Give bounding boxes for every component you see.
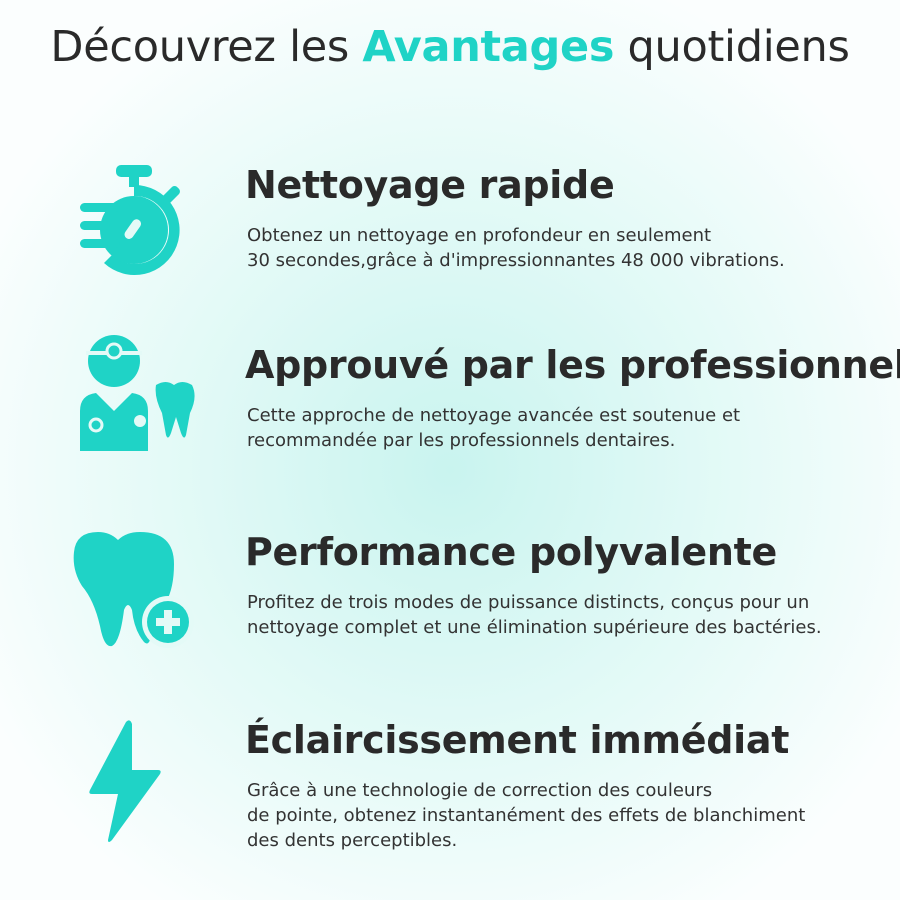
feature-description: Cette approche de nettoyage avancée est … — [247, 403, 740, 453]
title-accent: Avantages — [362, 22, 615, 72]
title-text-end: quotidiens — [614, 22, 850, 72]
feature-heading: Performance polyvalente — [245, 530, 777, 574]
desc-line: de pointe, obtenez instantanément des ef… — [247, 805, 806, 826]
feature-description: Profitez de trois modes de puissance dis… — [247, 590, 822, 640]
desc-line: des dents perceptibles. — [247, 830, 458, 851]
desc-line: Grâce à une technologie de correction de… — [247, 780, 713, 801]
tooth-plus-icon — [70, 530, 200, 660]
page-title: Découvrez les Avantages quotidiens — [0, 22, 900, 72]
desc-line: nettoyage complet et une élimination sup… — [247, 617, 822, 638]
desc-line: 30 secondes,grâce à d'impressionnantes 4… — [247, 250, 785, 271]
desc-line: Profitez de trois modes de puissance dis… — [247, 592, 810, 613]
desc-line: Obtenez un nettoyage en profondeur en se… — [247, 225, 712, 246]
dentist-icon — [70, 333, 200, 463]
desc-line: Cette approche de nettoyage avancée est … — [247, 405, 741, 426]
title-text: Découvrez les — [50, 22, 363, 72]
feature-heading: Nettoyage rapide — [245, 163, 615, 207]
stopwatch-icon — [70, 163, 200, 293]
feature-heading: Approuvé par les professionnels — [245, 343, 900, 387]
lightning-icon — [70, 718, 200, 848]
feature-description: Obtenez un nettoyage en profondeur en se… — [247, 223, 785, 273]
feature-heading: Éclaircissement immédiat — [245, 718, 790, 762]
desc-line: recommandée par les professionnels denta… — [247, 430, 676, 451]
feature-description: Grâce à une technologie de correction de… — [247, 778, 805, 853]
